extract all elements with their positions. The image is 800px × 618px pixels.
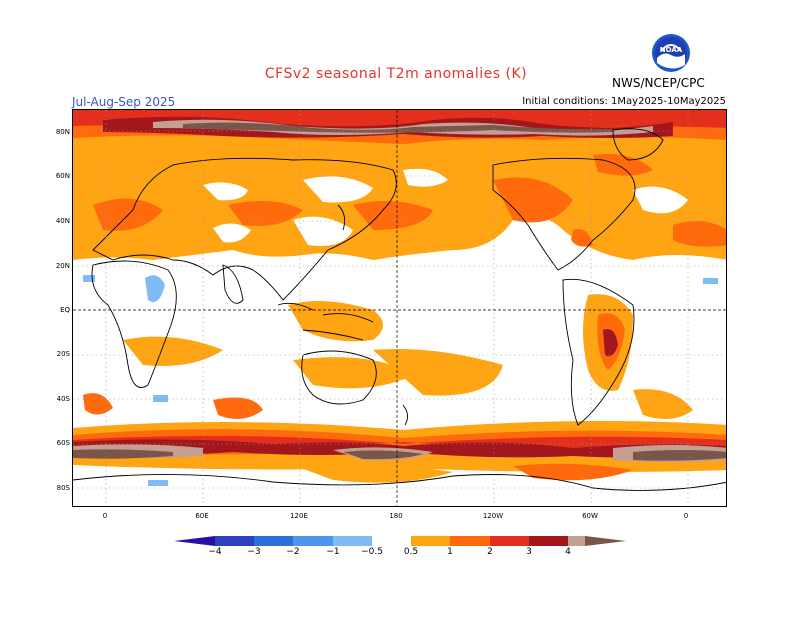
lon-label: 120E [290, 512, 308, 520]
lon-label: 0 [683, 512, 689, 520]
legend-swatch [293, 536, 333, 546]
reference-lines [73, 110, 726, 506]
legend-label: 0.5 [403, 547, 419, 557]
initial-conditions: Initial conditions: 1May2025-10May2025 [522, 96, 726, 107]
lat-label: 40N [55, 217, 70, 225]
legend-label: −4 [208, 547, 222, 557]
legend-swatch [333, 536, 372, 546]
lon-label: 60W [582, 512, 598, 520]
color-legend [174, 536, 626, 546]
map-title: CFSv2 seasonal T2m anomalies (K) [264, 66, 528, 82]
legend-label: 1 [447, 547, 453, 557]
anomaly-fields [73, 110, 726, 506]
legend-label: −1 [326, 547, 340, 557]
legend-label: 4 [565, 547, 571, 557]
lat-label: 60N [55, 172, 70, 180]
grid-lines [73, 110, 726, 506]
lat-label: 20S [56, 350, 70, 358]
forecast-period: Jul-Aug-Sep 2025 [72, 95, 176, 109]
legend-swatch [174, 536, 215, 546]
legend-label: −2 [286, 547, 300, 557]
agency-label: NWS/NCEP/CPC [612, 76, 705, 90]
lat-label: 60S [56, 439, 70, 447]
legend-swatch [450, 536, 490, 546]
legend-swatch [254, 536, 293, 546]
legend-swatch [411, 536, 450, 546]
continent-outlines [73, 128, 726, 491]
legend-label: −3 [247, 547, 261, 557]
svg-text:NOAA: NOAA [660, 46, 683, 54]
lat-label: 80S [56, 484, 70, 492]
legend-swatch [568, 536, 585, 546]
lon-label: 0 [102, 512, 108, 520]
lat-label: 40S [56, 395, 70, 403]
legend-label: 3 [526, 547, 532, 557]
lat-label: 20N [55, 262, 70, 270]
legend-swatch [215, 536, 254, 546]
legend-swatch [529, 536, 568, 546]
legend-swatch [585, 536, 626, 546]
lon-label: 120W [482, 512, 504, 520]
legend-label: 2 [487, 547, 493, 557]
lat-label: EQ [60, 306, 70, 314]
lat-label: 80N [55, 128, 70, 136]
lon-label: 60E [195, 512, 209, 520]
legend-swatch [372, 536, 411, 546]
noaa-logo-icon: NOAA [652, 34, 690, 72]
legend-label: −0.5 [361, 547, 383, 557]
lon-label: 180 [389, 512, 403, 520]
legend-swatch [490, 536, 529, 546]
anomaly-map [72, 109, 727, 507]
